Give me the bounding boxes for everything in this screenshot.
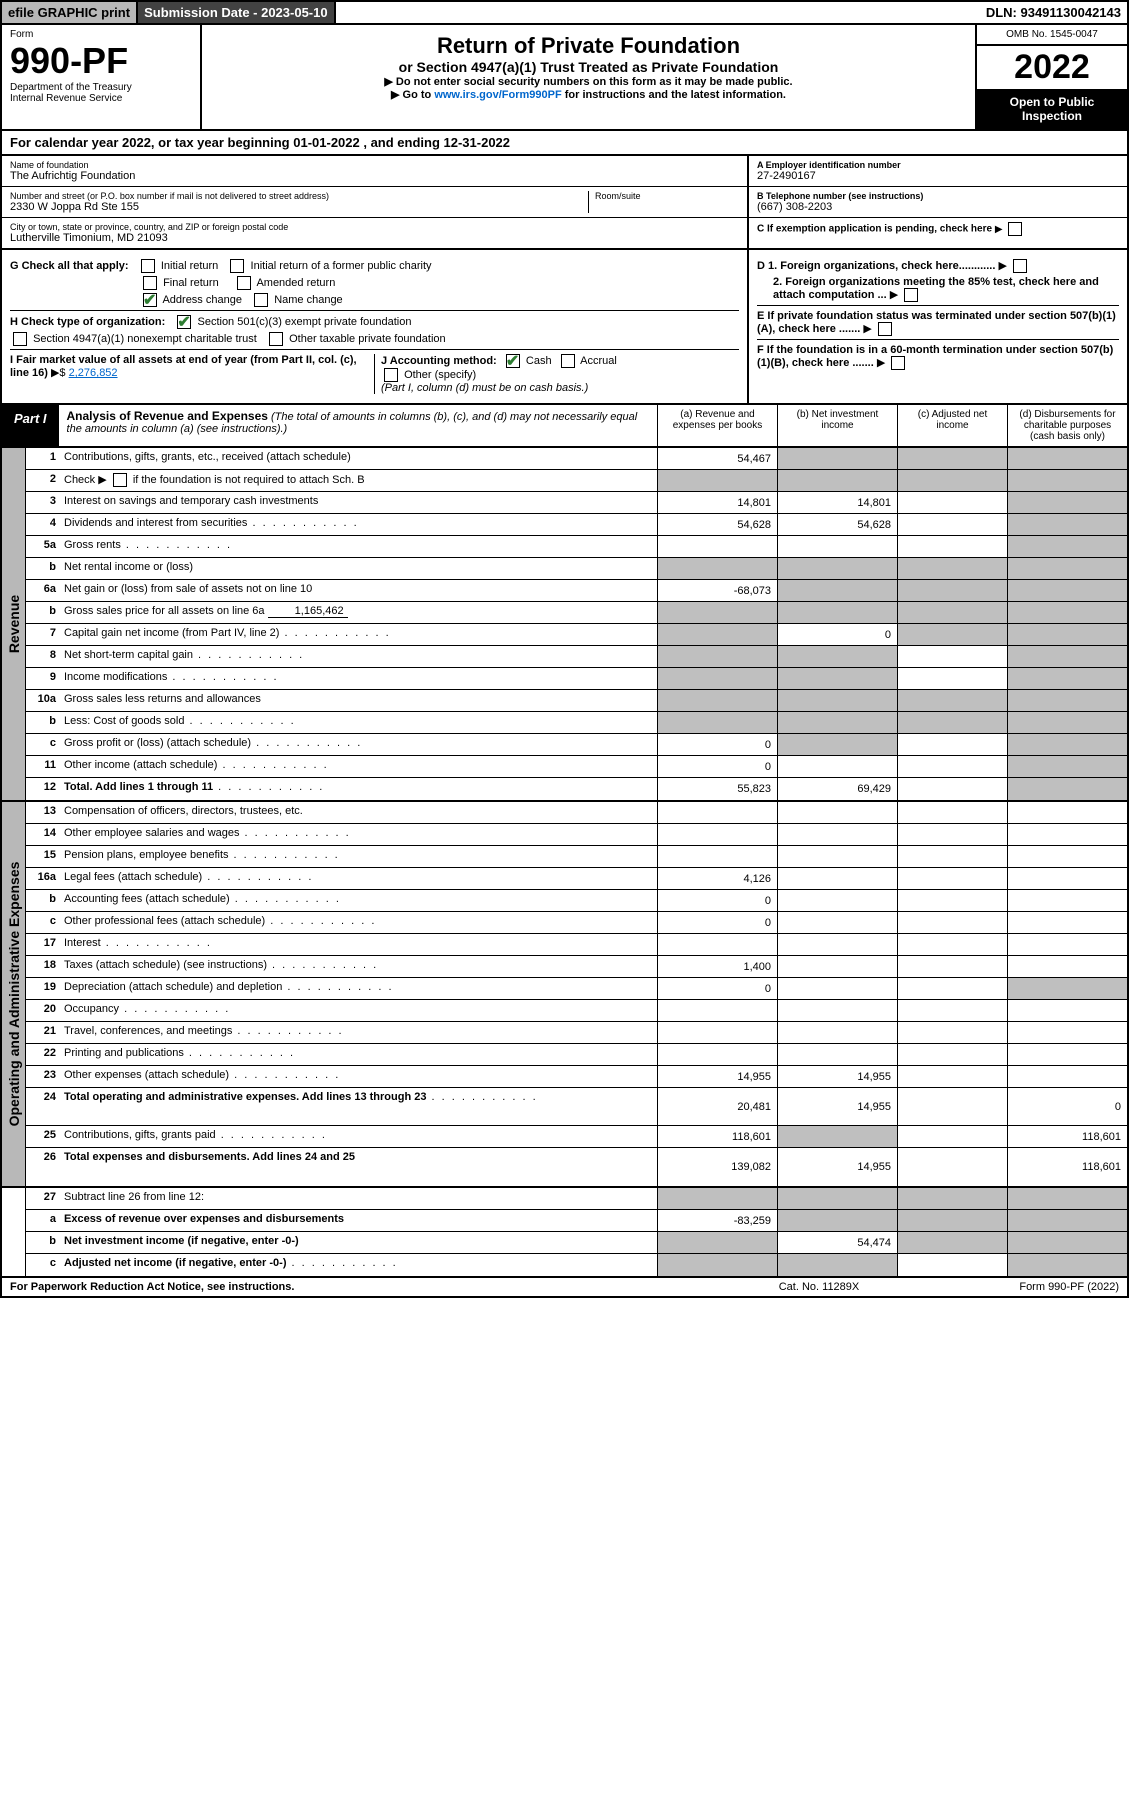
f-label: F If the foundation is in a 60-month ter… (757, 344, 1113, 369)
form-title: Return of Private Foundation (210, 33, 967, 59)
j-label: J Accounting method: (381, 355, 497, 367)
page-footer: For Paperwork Reduction Act Notice, see … (0, 1278, 1129, 1298)
omb-number: OMB No. 1545-0047 (977, 25, 1127, 46)
address-change-checkbox[interactable] (143, 293, 157, 307)
checks-block: G Check all that apply: Initial return I… (0, 250, 1129, 405)
paperwork-notice: For Paperwork Reduction Act Notice, see … (10, 1281, 719, 1293)
calendar-year-line: For calendar year 2022, or tax year begi… (0, 131, 1129, 156)
room-label: Room/suite (595, 191, 739, 201)
form990pf-link[interactable]: www.irs.gov/Form990PF (434, 89, 561, 101)
form-number: 990-PF (10, 40, 192, 82)
final-return-checkbox[interactable] (143, 276, 157, 290)
col-a-header: (a) Revenue and expenses per books (657, 405, 777, 446)
other-method-checkbox[interactable] (384, 368, 398, 382)
phone-value: (667) 308-2203 (757, 201, 1119, 213)
foreign-85-checkbox[interactable] (904, 288, 918, 302)
part1-title: Analysis of Revenue and Expenses (67, 409, 268, 423)
dln-number: DLN: 93491130042143 (980, 2, 1127, 23)
open-to-public: Open to PublicInspection (977, 89, 1127, 129)
ein-value: 27-2490167 (757, 170, 1119, 182)
initial-return-checkbox[interactable] (141, 259, 155, 273)
dept-treasury: Department of the Treasury (10, 82, 192, 93)
phone-label: B Telephone number (see instructions) (757, 191, 1119, 201)
h-label: H Check type of organization: (10, 316, 165, 328)
fmv-value-link[interactable]: 2,276,852 (69, 367, 118, 379)
sch-b-checkbox[interactable] (113, 473, 127, 487)
accrual-checkbox[interactable] (561, 354, 575, 368)
4947-checkbox[interactable] (13, 332, 27, 346)
exemption-pending-label: C If exemption application is pending, c… (757, 224, 992, 235)
initial-former-checkbox[interactable] (230, 259, 244, 273)
part1-tab: Part I (2, 405, 59, 446)
g-label: G Check all that apply: (10, 260, 129, 272)
city-label: City or town, state or province, country… (10, 222, 739, 232)
expenses-vertical-label: Operating and Administrative Expenses (2, 802, 26, 1186)
goto-instructions: ▶ Go to www.irs.gov/Form990PF for instru… (210, 88, 967, 101)
part1-header: Part I Analysis of Revenue and Expenses … (0, 405, 1129, 448)
form-word: Form (10, 29, 192, 40)
d1-label: D 1. Foreign organizations, check here..… (757, 260, 995, 272)
gross-sales-value: 1,165,462 (268, 605, 348, 618)
subtract-table: 27Subtract line 26 from line 12: aExcess… (0, 1188, 1129, 1278)
efile-print-button[interactable]: efile GRAPHIC print (2, 2, 138, 23)
amended-return-checkbox[interactable] (237, 276, 251, 290)
cash-basis-note: (Part I, column (d) must be on cash basi… (381, 382, 588, 394)
entity-block: Name of foundation The Aufrichtig Founda… (0, 156, 1129, 250)
revenue-vertical-label: Revenue (2, 448, 26, 800)
501c3-checkbox[interactable] (177, 315, 191, 329)
foundation-name-label: Name of foundation (10, 160, 739, 170)
col-c-header: (c) Adjusted net income (897, 405, 1007, 446)
revenue-table: Revenue 1Contributions, gifts, grants, e… (0, 448, 1129, 802)
form-footer-label: Form 990-PF (2022) (919, 1281, 1119, 1293)
col-b-header: (b) Net investment income (777, 405, 897, 446)
irs-label: Internal Revenue Service (10, 93, 192, 104)
submission-date: Submission Date - 2023-05-10 (138, 2, 336, 23)
foundation-name: The Aufrichtig Foundation (10, 170, 739, 182)
60-month-checkbox[interactable] (891, 356, 905, 370)
address-value: 2330 W Joppa Rd Ste 155 (10, 201, 588, 213)
e-label: E If private foundation status was termi… (757, 310, 1116, 335)
foreign-org-checkbox[interactable] (1013, 259, 1027, 273)
top-bar: efile GRAPHIC print Submission Date - 20… (0, 0, 1129, 25)
exemption-pending-checkbox[interactable] (1008, 222, 1022, 236)
cat-number: Cat. No. 11289X (719, 1281, 919, 1293)
form-subtitle: or Section 4947(a)(1) Trust Treated as P… (210, 59, 967, 75)
tax-year: 2022 (977, 46, 1127, 89)
d2-label: 2. Foreign organizations meeting the 85%… (773, 276, 1099, 301)
other-taxable-checkbox[interactable] (269, 332, 283, 346)
address-label: Number and street (or P.O. box number if… (10, 191, 588, 201)
expenses-table: Operating and Administrative Expenses 13… (0, 802, 1129, 1188)
ein-label: A Employer identification number (757, 160, 1119, 170)
ssn-warning: ▶ Do not enter social security numbers o… (210, 75, 967, 88)
city-value: Lutherville Timonium, MD 21093 (10, 232, 739, 244)
cash-checkbox[interactable] (506, 354, 520, 368)
form-header: Form 990-PF Department of the Treasury I… (0, 25, 1129, 131)
col-d-header: (d) Disbursements for charitable purpose… (1007, 405, 1127, 446)
name-change-checkbox[interactable] (254, 293, 268, 307)
status-terminated-checkbox[interactable] (878, 322, 892, 336)
